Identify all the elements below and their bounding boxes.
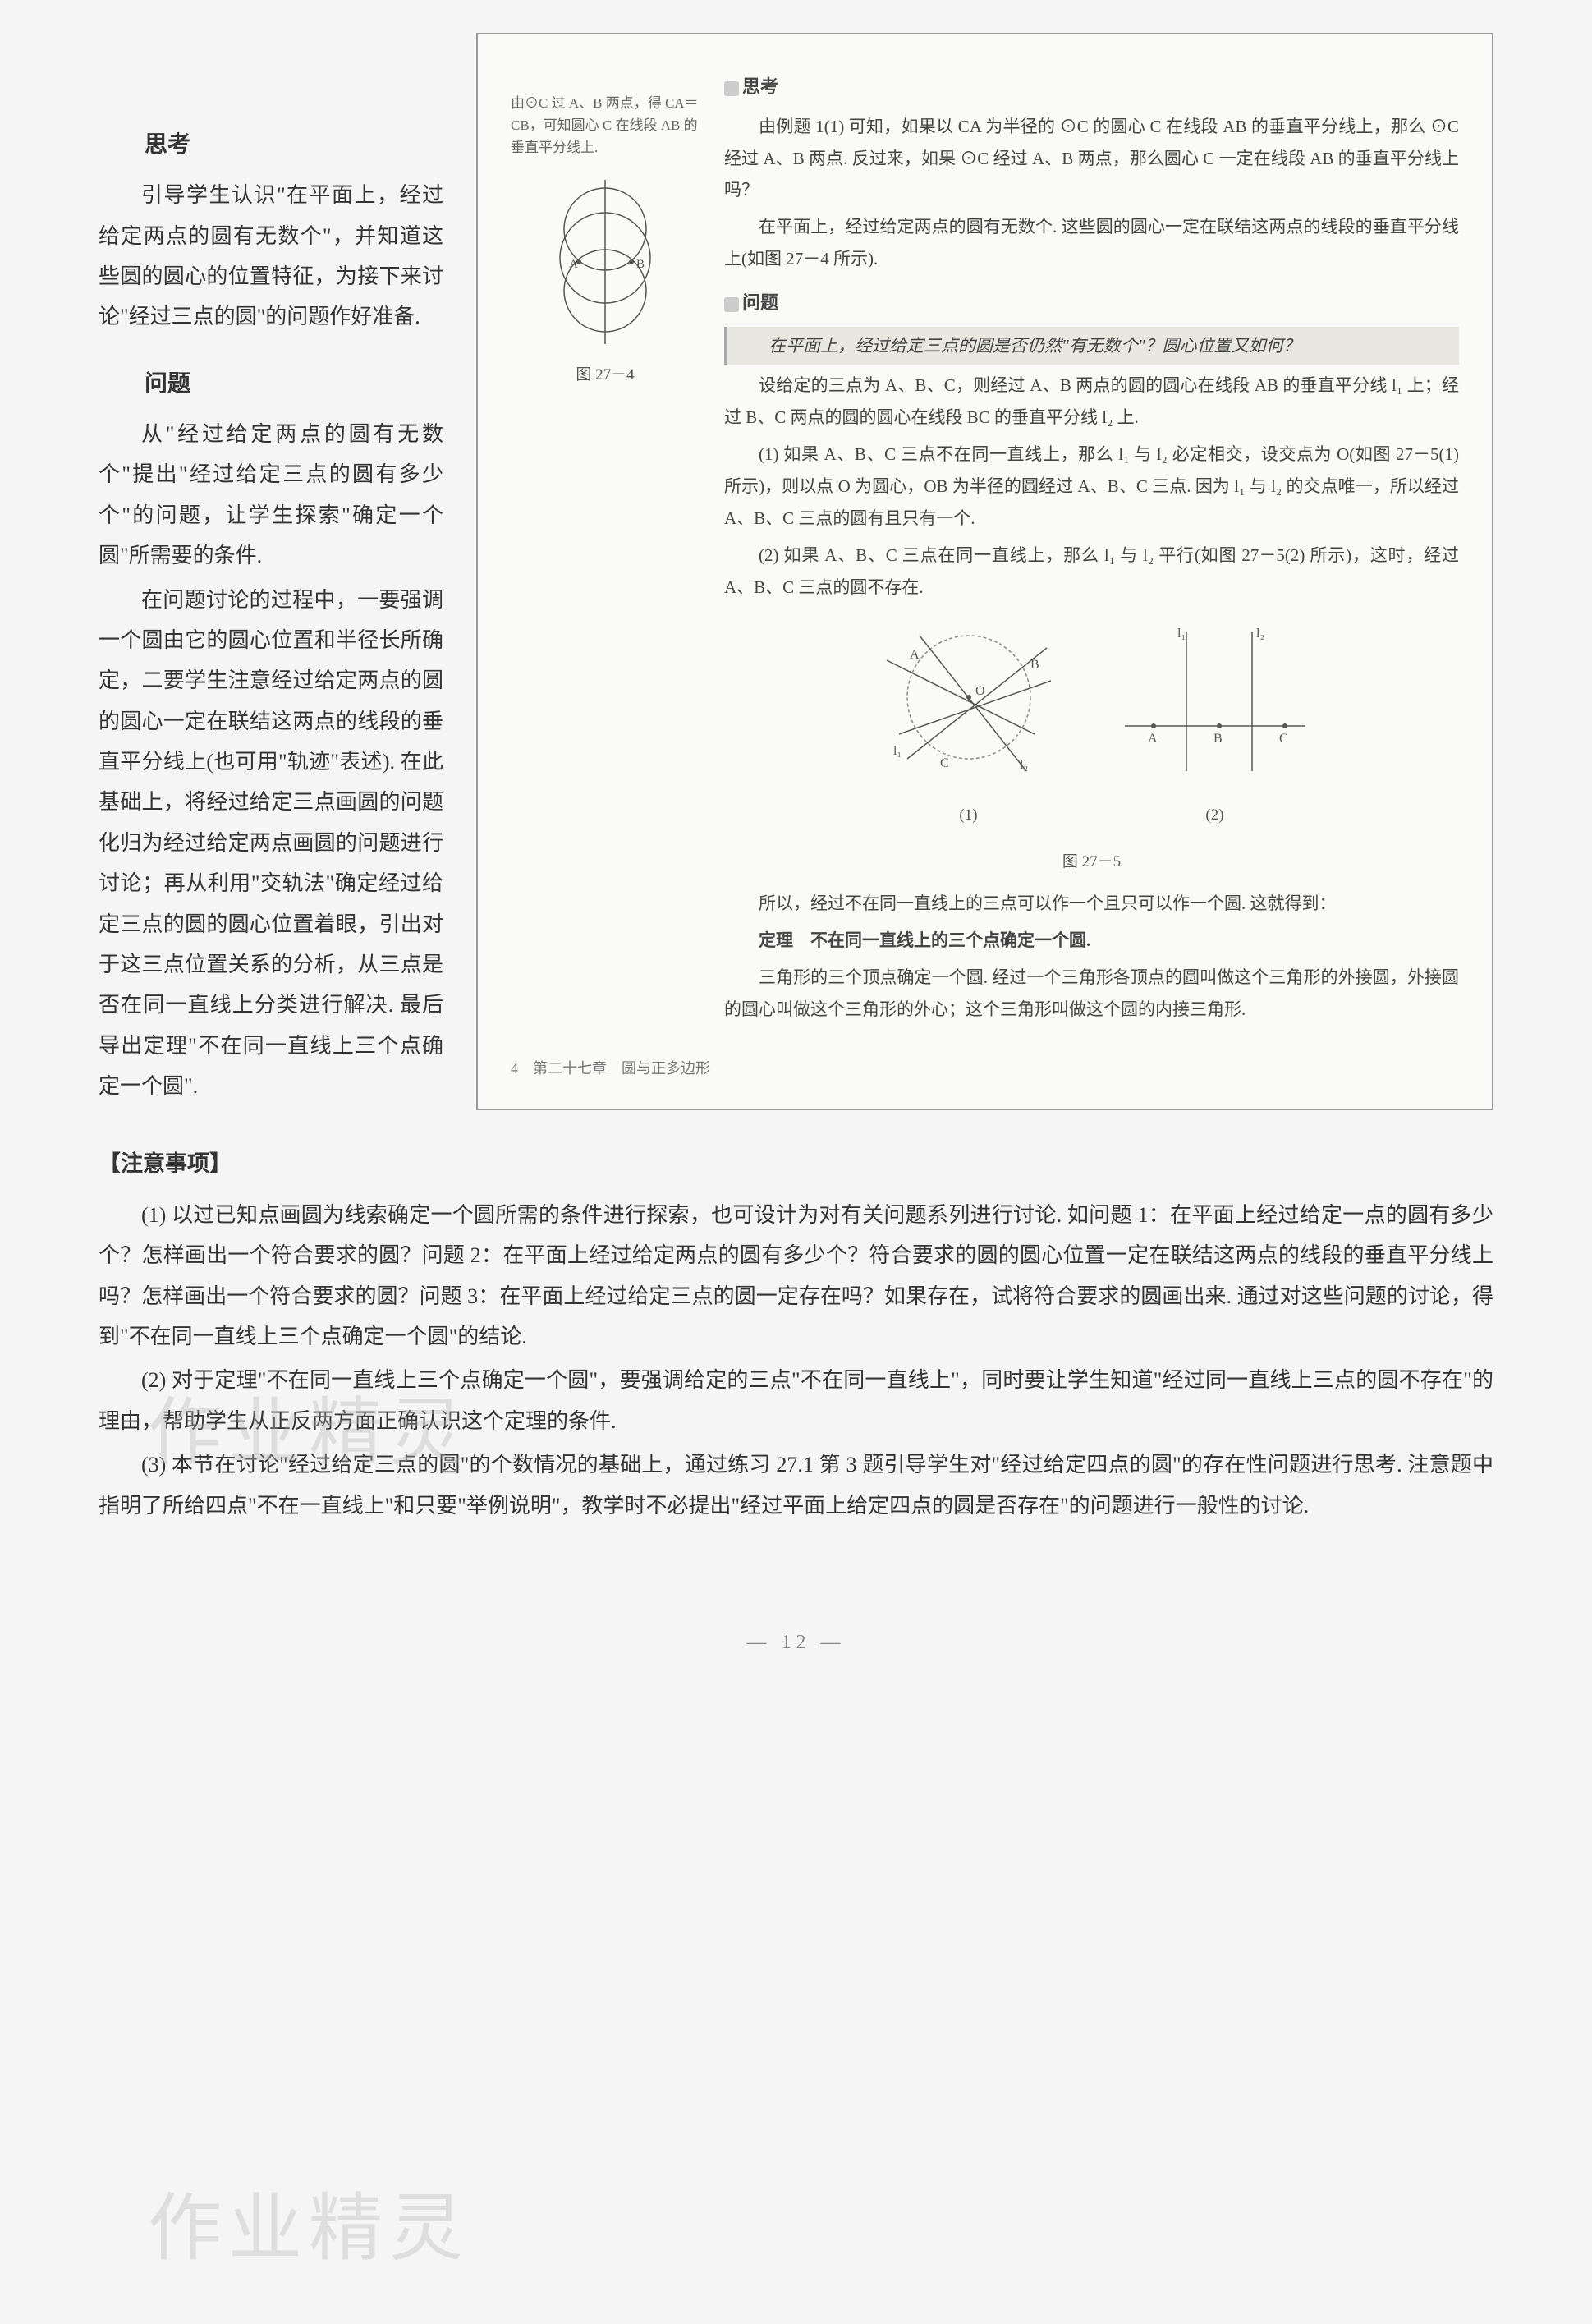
margin-note-column: 由⊙C 过 A、B 两点，得 CA＝CB，可知圆心 C 在线段 AB 的垂直平分… (511, 59, 700, 1031)
figure-27-4-caption: 图 27－4 (511, 362, 700, 388)
svg-text:l₂: l₂ (1020, 758, 1028, 772)
textbook-p3: 设给定的三点为 A、B、C，则经过 A、B 两点的圆的圆心在线段 AB 的垂直平… (724, 370, 1459, 434)
thinking-heading: 思考 (99, 123, 443, 167)
svg-text:O: O (975, 684, 985, 698)
notes-heading: 【注意事项】 (99, 1143, 1493, 1185)
svg-text:A: A (569, 258, 578, 271)
figure-27-5-caption: 图 27－5 (724, 847, 1459, 876)
figure-27-5: O A B C l₁ l₂ (1) (724, 619, 1459, 841)
svg-text:l₁: l₁ (893, 744, 902, 758)
textbook-p7: 三角形的三个顶点确定一个圆. 经过一个三角形各顶点的圆叫做这个三角形的外接圆，外… (724, 962, 1459, 1026)
fig-sub1: (1) (870, 801, 1067, 829)
left-paragraph-2: 从"经过给定两点的圆有无数个"提出"经过给定三点的圆有多少个"的问题，让学生探索… (99, 414, 443, 576)
textbook-p1: 由例题 1(1) 可知，如果以 CA 为半径的 ⊙C 的圆心 C 在线段 AB … (724, 111, 1459, 207)
textbook-p5: (2) 如果 A、B、C 三点在同一直线上，那么 l₁ 与 l₂ 平行(如图 2… (724, 540, 1459, 604)
svg-text:B: B (1030, 658, 1039, 672)
svg-text:A: A (1148, 732, 1158, 746)
theorem-text: 定理 不在同一直线上的三个点确定一个圆. (724, 925, 1459, 957)
svg-text:l₂: l₂ (1256, 627, 1264, 641)
fig-sub2: (2) (1117, 801, 1314, 829)
margin-note-text: 由⊙C 过 A、B 两点，得 CA＝CB，可知圆心 C 在线段 AB 的垂直平分… (511, 92, 700, 159)
textbook-p4: (1) 如果 A、B、C 三点不在同一直线上，那么 l₁ 与 l₂ 必定相交，设… (724, 439, 1459, 535)
left-paragraph-3: 在问题讨论的过程中，一要强调一个圆由它的圆心位置和半径长所确定，二要学生注意经过… (99, 580, 443, 1107)
left-paragraph-1: 引导学生认识"在平面上，经过给定两点的圆有无数个"，并知道这些圆的圆心的位置特征… (99, 175, 443, 338)
problem-highlight: 在平面上，经过给定三点的圆是否仍然"有无数个"？圆心位置又如何？ (724, 327, 1459, 365)
problem-heading: 问题 (99, 362, 443, 406)
svg-text:B: B (1213, 732, 1223, 746)
textbook-p2: 在平面上，经过给定两点的圆有无数个. 这些圆的圆心一定在联结这两点的线段的垂直平… (724, 211, 1459, 275)
svg-text:l₁: l₁ (1177, 627, 1186, 641)
textbook-p6: 所以，经过不在同一直线上的三点可以作一个且只可以作一个圆. 这就得到： (724, 888, 1459, 920)
textbook-page-box: 由⊙C 过 A、B 两点，得 CA＝CB，可知圆心 C 在线段 AB 的垂直平分… (476, 33, 1493, 1110)
page-number: — 12 — (99, 1624, 1493, 1662)
notes-section: 【注意事项】 (1) 以过已知点画圆为线索确定一个圆所需的条件进行探索，也可设计… (99, 1143, 1493, 1526)
textbook-main-column: 思考 由例题 1(1) 可知，如果以 CA 为半径的 ⊙C 的圆心 C 在线段 … (724, 59, 1459, 1031)
note-3: (3) 本节在讨论"经过给定三点的圆"的个数情况的基础上，通过练习 27.1 第… (99, 1444, 1493, 1526)
note-1: (1) 以过已知点画圆为线索确定一个圆所需的条件进行探索，也可设计为对有关问题系… (99, 1195, 1493, 1357)
svg-text:B: B (636, 258, 645, 271)
textbook-problem-head: 问题 (742, 292, 778, 313)
note-2: (2) 对于定理"不在同一直线上三个点确定一个圆"，要强调给定的三点"不在同一直… (99, 1360, 1493, 1441)
left-commentary-column: 思考 引导学生认识"在平面上，经过给定两点的圆有无数个"，并知道这些圆的圆心的位… (99, 33, 443, 1110)
watermark-text: 作业精灵 (148, 2159, 470, 2299)
svg-text:C: C (1279, 732, 1288, 746)
svg-text:A: A (910, 648, 920, 662)
svg-text:C: C (940, 756, 949, 770)
textbook-thinking-head: 思考 (742, 76, 778, 97)
figure-27-4: A B (511, 176, 700, 356)
chapter-footer: 4 第二十七章 圆与正多边形 (511, 1055, 1459, 1082)
leaf-icon (724, 297, 739, 312)
leaf-icon (724, 81, 739, 96)
